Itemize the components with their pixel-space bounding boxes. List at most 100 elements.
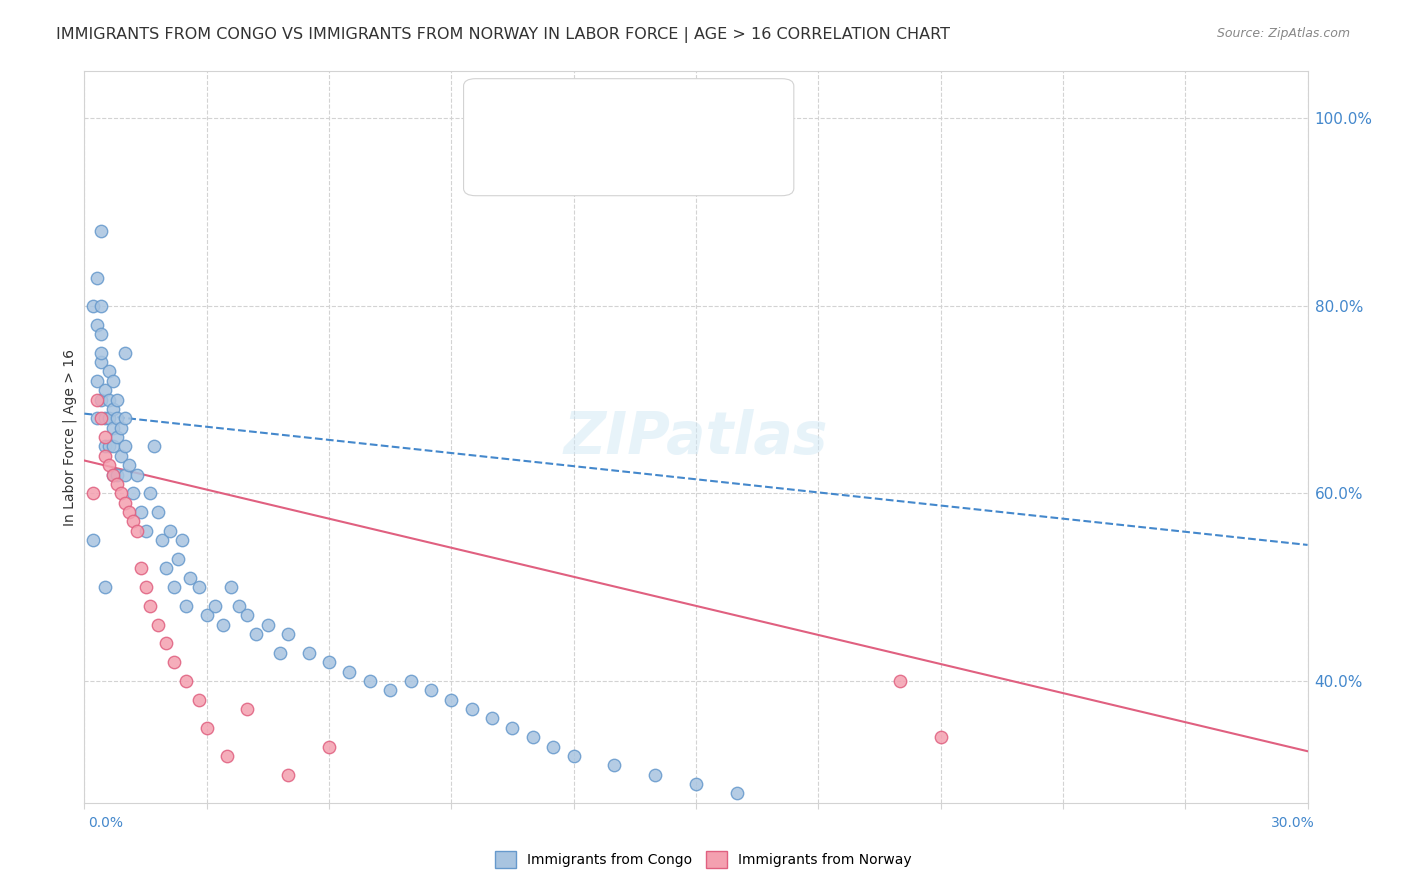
Point <box>172 533 194 548</box>
Point <box>118 458 141 473</box>
Point <box>725 786 748 800</box>
Point <box>179 571 201 585</box>
Point <box>101 440 124 454</box>
Point <box>298 646 321 660</box>
Point <box>93 430 117 444</box>
Point <box>644 767 666 781</box>
Point <box>86 374 108 388</box>
Point <box>562 748 585 763</box>
Point <box>138 486 160 500</box>
Point <box>90 326 112 341</box>
Point <box>204 599 226 613</box>
Point <box>318 739 340 754</box>
Point <box>269 646 291 660</box>
Point <box>236 702 259 716</box>
Point <box>90 224 112 238</box>
Point <box>105 411 128 425</box>
Point <box>159 524 181 538</box>
Point <box>90 345 112 359</box>
Point <box>277 767 299 781</box>
Point <box>236 608 259 623</box>
Point <box>135 580 157 594</box>
Point <box>110 420 132 434</box>
Point <box>176 599 198 613</box>
Point <box>359 673 381 688</box>
Point <box>603 758 626 772</box>
Point <box>105 430 128 444</box>
Point <box>93 449 117 463</box>
Point <box>90 355 112 369</box>
Point <box>82 486 104 500</box>
Point <box>155 561 177 575</box>
Point <box>105 467 128 482</box>
Point <box>543 739 565 754</box>
Text: Source: ZipAtlas.com: Source: ZipAtlas.com <box>1216 27 1350 40</box>
Legend: Immigrants from Congo, Immigrants from Norway: Immigrants from Congo, Immigrants from N… <box>486 843 920 876</box>
Point <box>245 627 267 641</box>
Point <box>522 730 544 744</box>
Point <box>176 673 198 688</box>
Point <box>127 467 149 482</box>
Point <box>339 665 361 679</box>
Point <box>163 580 186 594</box>
Text: 30.0%: 30.0% <box>1271 816 1315 830</box>
Point <box>122 486 145 500</box>
Point <box>97 440 120 454</box>
Point <box>146 505 169 519</box>
Point <box>217 748 239 763</box>
Point <box>138 599 160 613</box>
Point <box>82 299 104 313</box>
Point <box>135 524 157 538</box>
Point <box>142 440 165 454</box>
Point <box>101 467 124 482</box>
Point <box>187 580 209 594</box>
Point <box>97 392 120 407</box>
Point <box>90 392 112 407</box>
Point <box>127 524 149 538</box>
Point <box>86 318 108 332</box>
Point <box>93 411 117 425</box>
Point <box>420 683 443 698</box>
Point <box>481 711 503 725</box>
Point <box>399 673 422 688</box>
Point <box>131 505 153 519</box>
Point <box>101 401 124 416</box>
Point <box>82 533 104 548</box>
Point <box>318 655 340 669</box>
Point <box>114 345 136 359</box>
Point <box>212 617 235 632</box>
Point <box>97 411 120 425</box>
Point <box>114 467 136 482</box>
Point <box>380 683 402 698</box>
Point <box>440 692 463 706</box>
Point <box>114 440 136 454</box>
Point <box>86 411 108 425</box>
Point <box>131 561 153 575</box>
Point <box>122 515 145 529</box>
Point <box>195 608 218 623</box>
Point <box>86 270 108 285</box>
Point <box>114 496 136 510</box>
Point <box>929 730 952 744</box>
Point <box>110 449 132 463</box>
Point <box>110 486 132 500</box>
Point <box>195 721 218 735</box>
Point <box>155 636 177 650</box>
Point <box>90 411 112 425</box>
Point <box>187 692 209 706</box>
Point <box>219 580 242 594</box>
Point <box>146 617 169 632</box>
Point <box>461 702 484 716</box>
Point <box>101 467 124 482</box>
Point <box>257 617 280 632</box>
Point <box>105 477 128 491</box>
Point <box>97 364 120 378</box>
Text: 0.0%: 0.0% <box>89 816 124 830</box>
Point <box>101 420 124 434</box>
Point <box>101 374 124 388</box>
Point <box>163 655 186 669</box>
Point <box>167 552 190 566</box>
Point <box>502 721 524 735</box>
Point <box>118 505 141 519</box>
Point <box>277 627 299 641</box>
